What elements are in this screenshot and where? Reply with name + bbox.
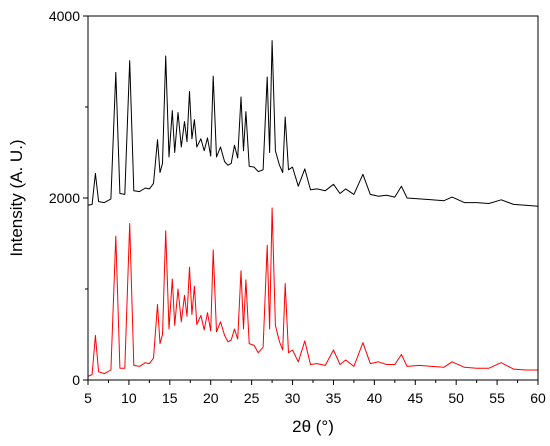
y-tick-label: 2000 xyxy=(49,190,80,206)
x-tick-label: 45 xyxy=(407,390,423,406)
x-tick-label: 5 xyxy=(84,390,92,406)
y-axis-ticks: 0 2000 4000 xyxy=(49,8,88,388)
x-axis-ticks: 5 10 15 20 25 30 35 40 45 50 55 60 xyxy=(84,380,546,406)
series-1-line xyxy=(87,40,539,207)
x-tick-label: 55 xyxy=(489,390,505,406)
series-2-line xyxy=(87,207,538,377)
x-tick-label: 40 xyxy=(367,390,383,406)
y-tick-label: 0 xyxy=(72,372,80,388)
y-tick-label: 4000 xyxy=(49,8,80,24)
x-tick-label: 20 xyxy=(203,390,219,406)
x-tick-label: 15 xyxy=(162,390,178,406)
x-axis-title: 2θ (°) xyxy=(292,417,334,436)
series-layer xyxy=(87,40,539,377)
x-tick-label: 25 xyxy=(244,390,260,406)
x-tick-label: 35 xyxy=(326,390,342,406)
y-axis-title: Intensity (A. U.) xyxy=(7,139,26,256)
x-tick-label: 50 xyxy=(448,390,464,406)
x-tick-label: 30 xyxy=(285,390,301,406)
x-tick-label: 60 xyxy=(530,390,546,406)
x-tick-label: 10 xyxy=(121,390,137,406)
